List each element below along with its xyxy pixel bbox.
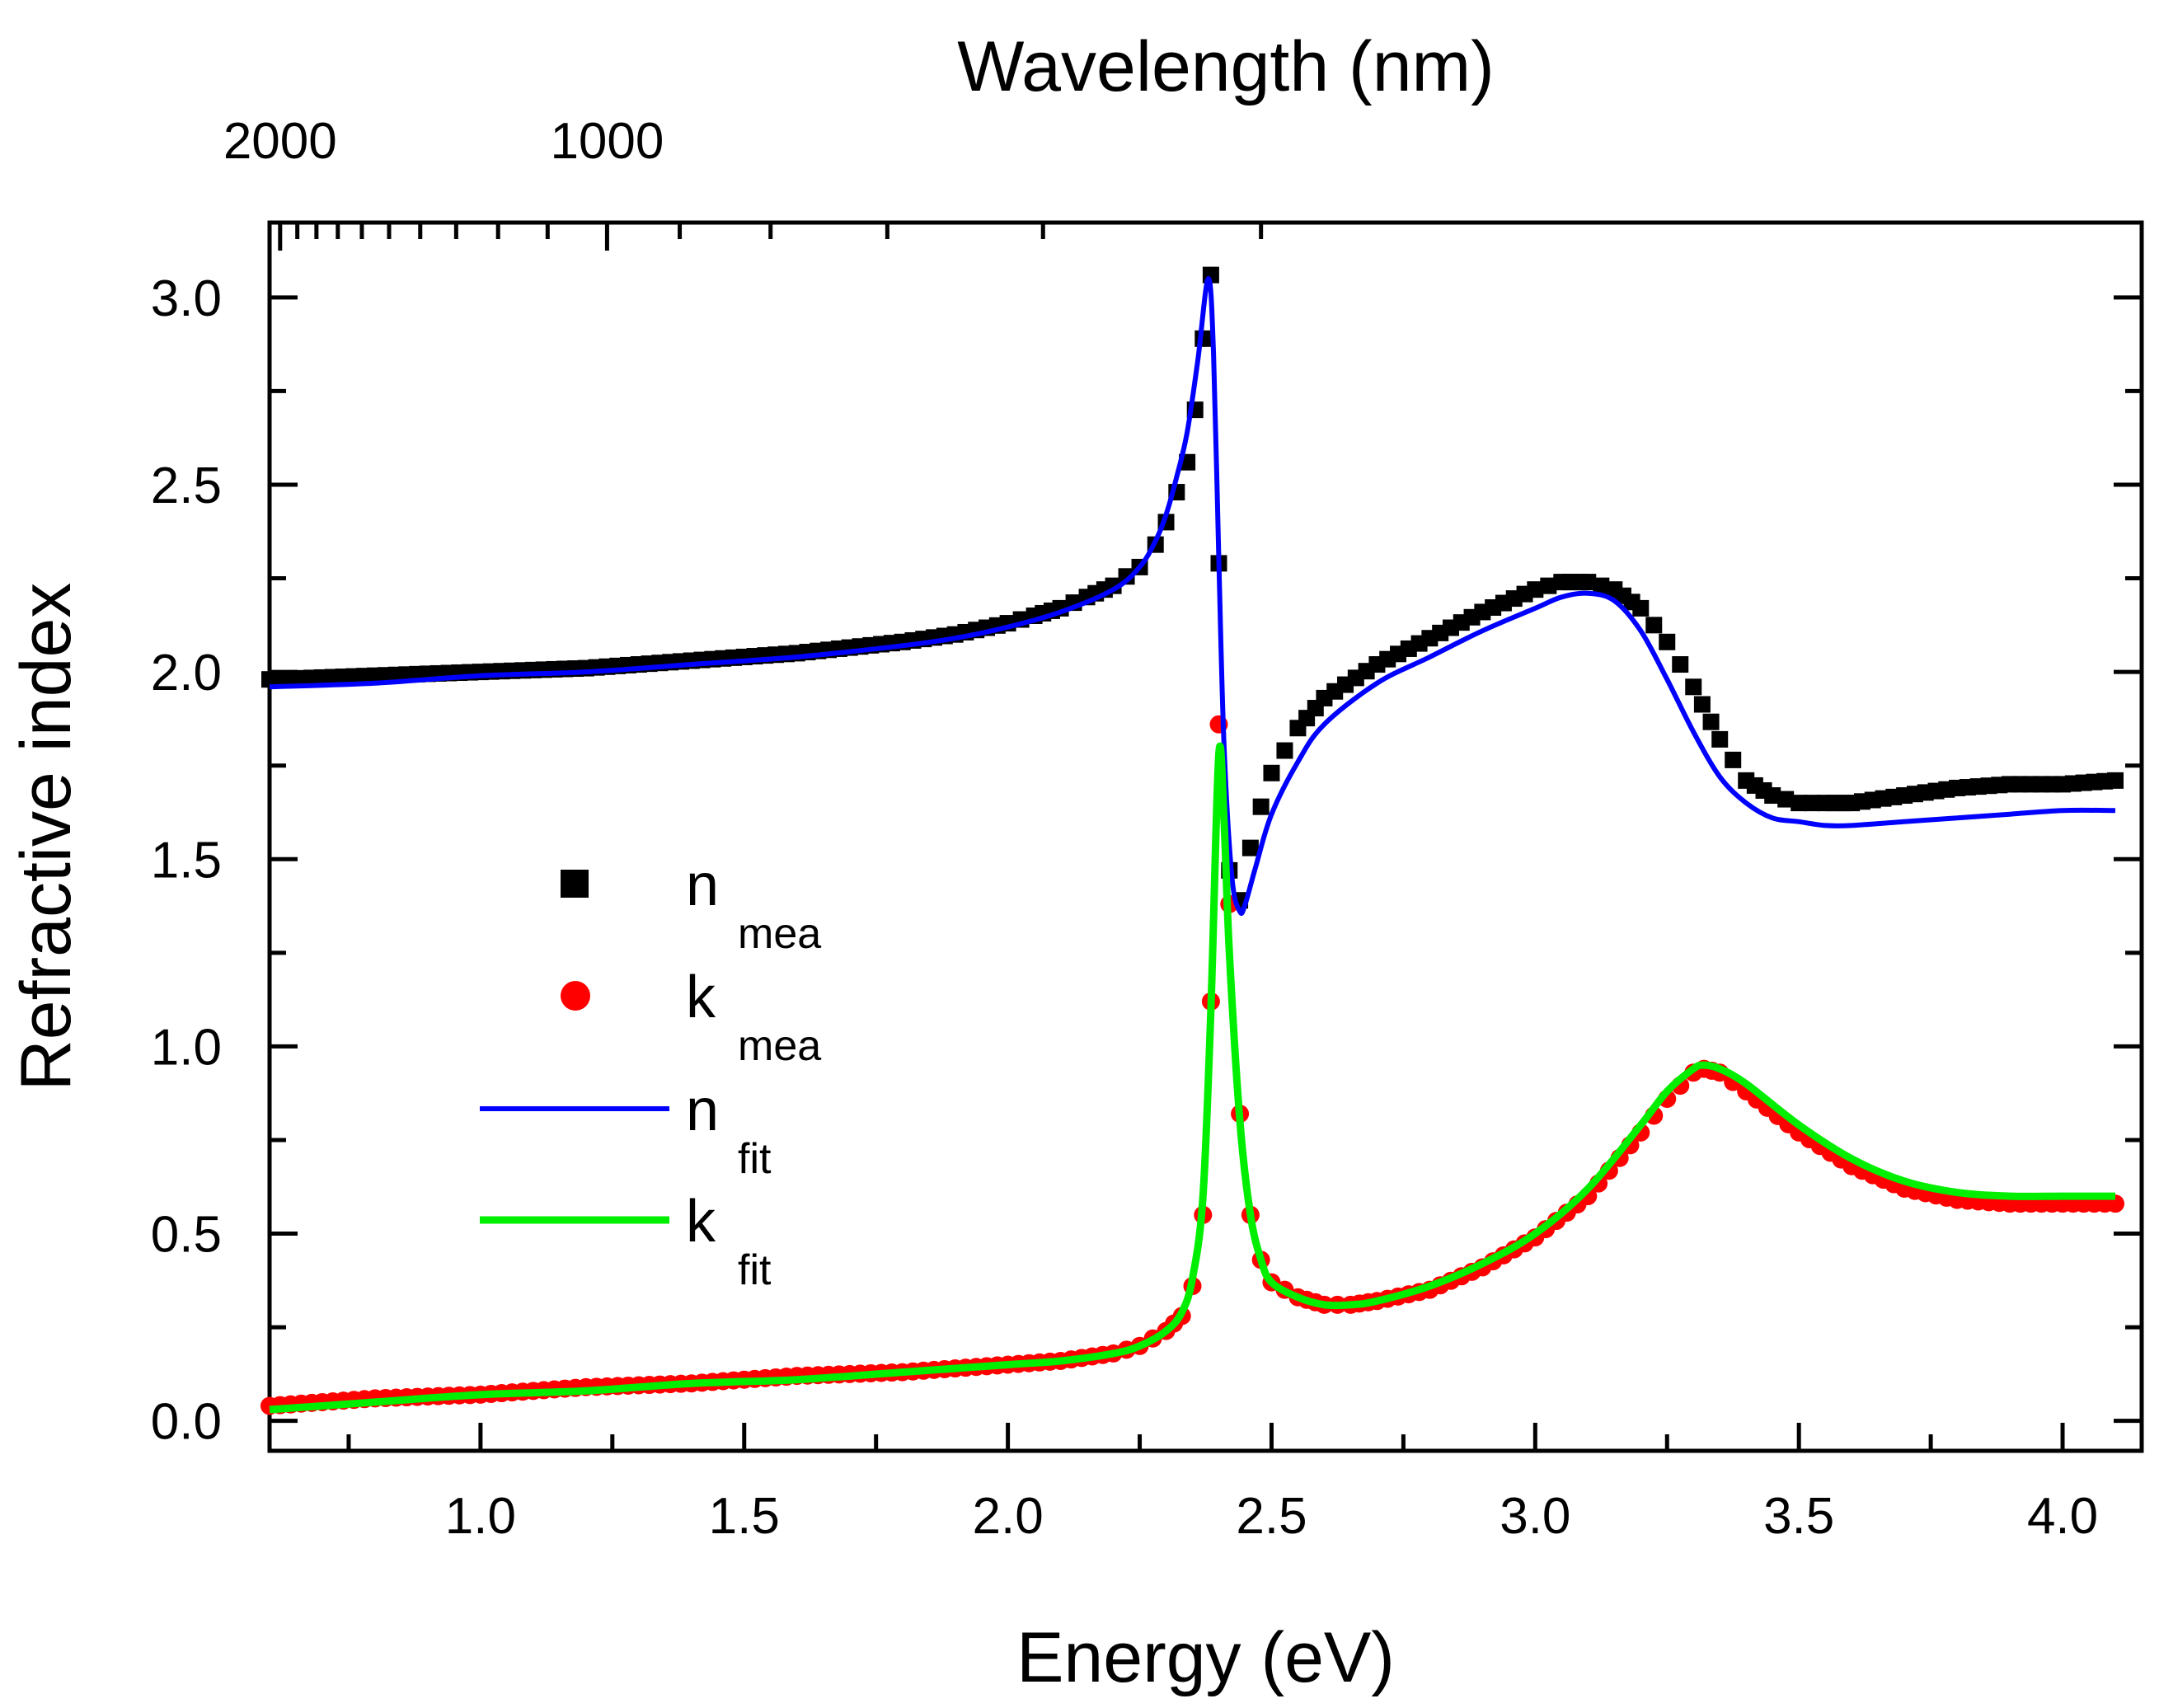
n-mea-point [1777,791,1795,808]
y-tick-label: 2.5 [151,458,222,514]
x-tick-label: 1.5 [709,1488,780,1545]
top-tick-label: 2000 [223,113,337,170]
x-tick-label: 2.0 [973,1488,1044,1545]
legend-subscript: fit [738,1246,772,1294]
legend-subscript: fit [738,1135,772,1183]
series-k-fit [269,742,2115,1414]
legend-label: n [686,852,719,918]
x-tick-label: 3.5 [1763,1488,1834,1545]
x-axis-title: Energy (eV) [1016,1618,1395,1697]
n-mea-point [1252,798,1270,815]
y-tick-label: 3.0 [151,270,222,327]
series-k-mea [260,715,2125,1415]
series-n-mea [261,266,2124,909]
n-fit-line [269,276,2116,916]
n-mea-point [2107,772,2124,789]
y-axis-title: Refractive index [7,583,86,1091]
y-tick-label: 0.0 [151,1394,222,1451]
n-mea-point [1632,599,1650,617]
n-mea-point [1579,574,1597,591]
y-tick-label: 2.0 [151,645,222,702]
n-mea-point [1693,696,1711,713]
n-mea-point [1527,581,1544,598]
k-fit-line [269,742,2115,1414]
n-mea-point [1725,751,1742,768]
series-layer [260,266,2125,1415]
n-mea-point [1804,795,1821,812]
x-tick-label: 2.5 [1236,1488,1307,1545]
n-mea-point [1263,764,1280,781]
legend-subscript: mea [738,1022,821,1070]
top-axis-title: Wavelength (nm) [957,27,1495,106]
n-mea-point [1593,577,1610,594]
y-tick-label: 1.0 [151,1019,222,1076]
x-tick-label: 3.0 [1500,1488,1570,1545]
x-tick-label: 4.0 [2027,1488,2098,1545]
n-mea-point [1241,839,1259,856]
n-mea-point [1685,678,1702,696]
x-tick-label: 1.0 [445,1488,516,1545]
n-mea-point [1764,787,1781,805]
n-mea-point [1672,656,1689,673]
legend-label: n [686,1077,719,1143]
legend-subscript: mea [738,910,821,958]
top-tick-label: 1000 [550,113,664,170]
axes-layer: 1.0 1.5 2.0 2.5 3.0 3.5 4.0 0.0 0.5 1.0 1.5 2.0 2.5 3… [7,27,2144,1697]
plot-frame [267,220,2144,1453]
n-mea-point [1711,730,1729,748]
legend-circle-marker [561,981,590,1011]
y-tick-label: 1.5 [151,832,222,889]
n-mea-point [1276,742,1293,759]
y-tick-label: 0.5 [151,1207,222,1264]
legend-label: k [686,964,716,1030]
series-n-fit [269,276,2116,916]
legend-square-marker [561,870,589,898]
n-mea-point [1659,633,1676,650]
legend-label: k [686,1189,716,1255]
n-mea-point [1791,795,1808,812]
n-mea-point [1540,577,1557,594]
n-mea-point [1118,568,1135,585]
n-mea-point [1645,617,1663,634]
n-mea-point [1702,713,1720,730]
